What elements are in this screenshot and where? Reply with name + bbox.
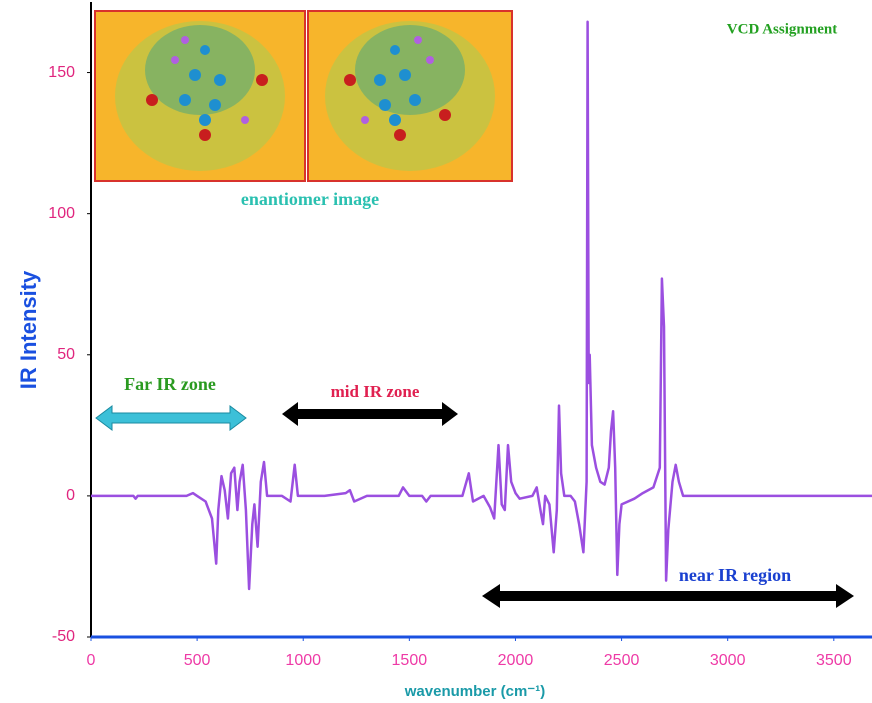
y-tick-label: 50 <box>57 346 75 363</box>
x-tick-label: 2500 <box>604 652 640 669</box>
y-tick-label: 0 <box>66 487 75 504</box>
y-tick-label: 100 <box>48 205 75 222</box>
annotation: Far IR zone <box>124 374 216 394</box>
x-tick-label: 2000 <box>498 652 534 669</box>
annotation: mid IR zone <box>331 382 420 401</box>
x-axis-label: wavenumber (cm⁻¹) <box>404 683 545 700</box>
annotation: near IR region <box>679 565 791 585</box>
x-tick-label: 1500 <box>392 652 428 669</box>
spectrum-line <box>91 20 872 591</box>
range-arrows <box>95 402 854 608</box>
y-tick-label: 150 <box>48 64 75 81</box>
x-tick-label: 3000 <box>710 652 746 669</box>
annotation: enantiomer image <box>241 189 379 209</box>
x-tick-label: 1000 <box>285 652 321 669</box>
enantiomer-images <box>94 10 513 182</box>
y-axis-label: IR Intensity <box>16 270 41 389</box>
x-tick-label: 0 <box>87 652 96 669</box>
x-tick-label: 3500 <box>816 652 852 669</box>
x-tick-label: 500 <box>184 652 211 669</box>
y-tick-label: -50 <box>52 628 75 645</box>
chart-title: VCD Assignment <box>727 21 837 37</box>
